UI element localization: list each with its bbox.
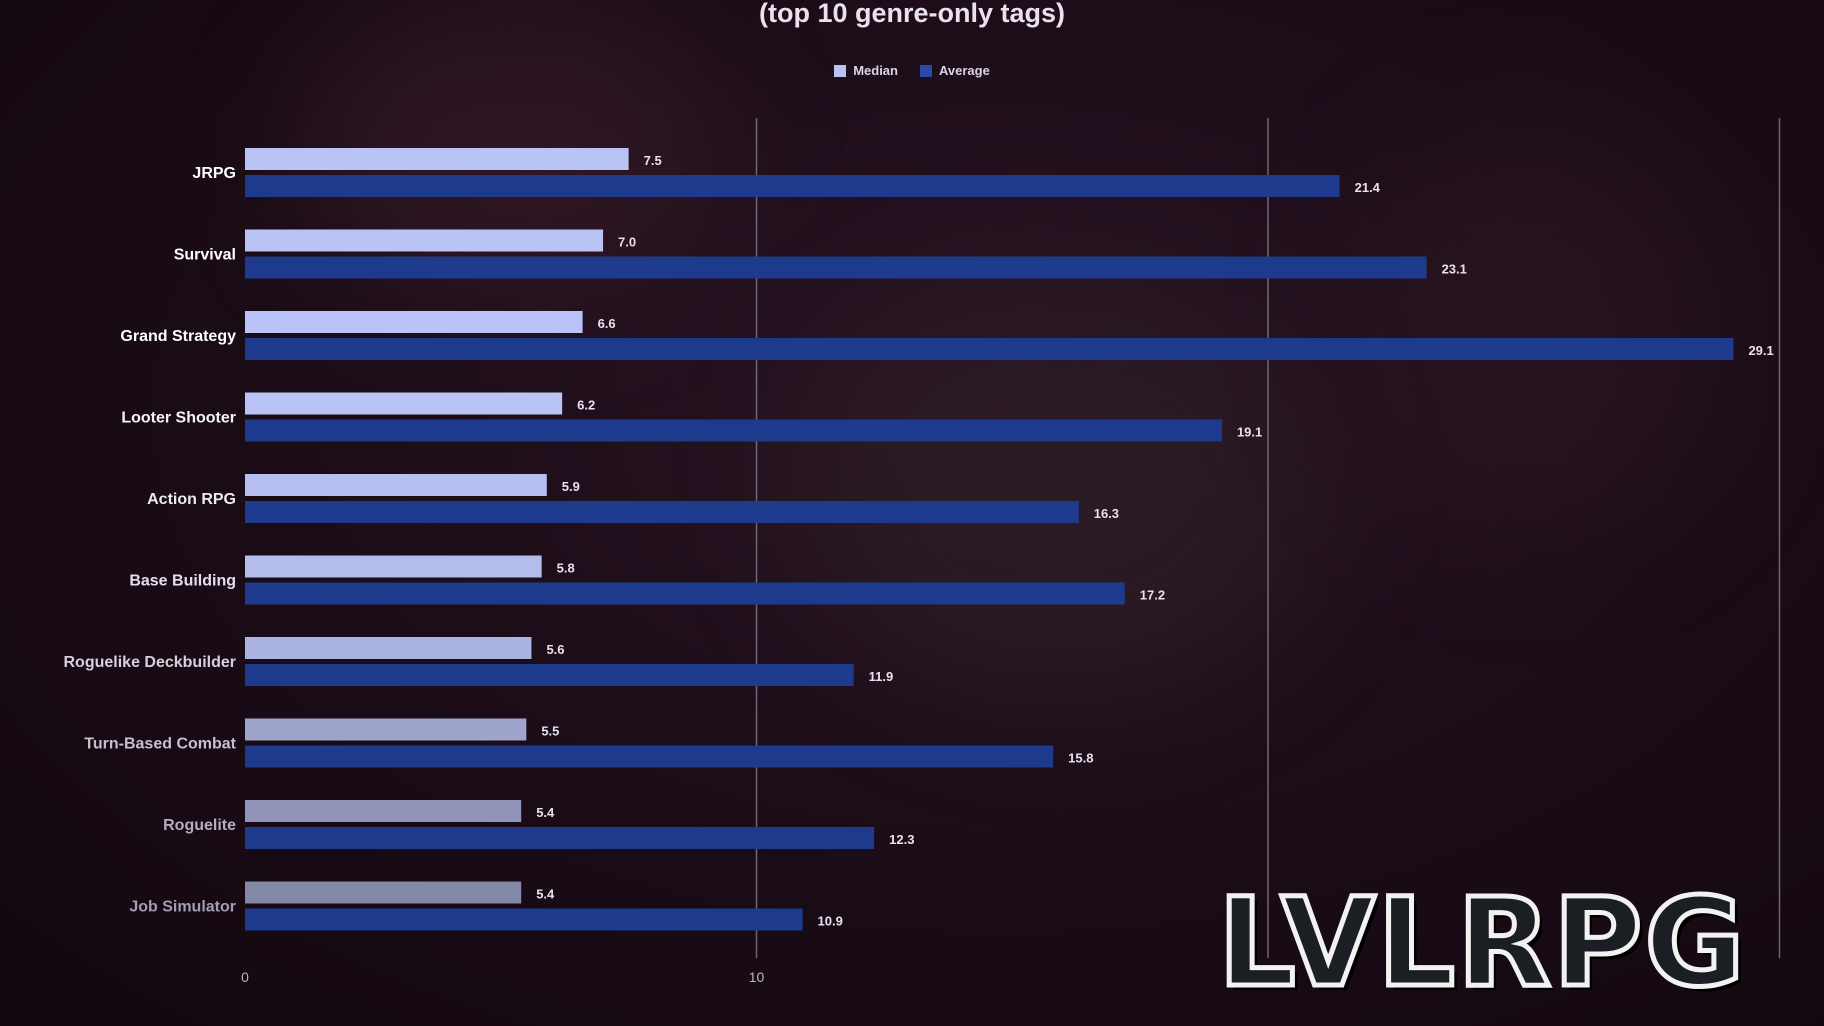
category-label: Roguelite xyxy=(163,817,236,834)
category-label: Turn-Based Combat xyxy=(84,736,236,753)
bar-average xyxy=(245,664,854,686)
data-label-median: 7.0 xyxy=(618,235,636,250)
bar-average xyxy=(245,501,1079,523)
x-tick-label: 0 xyxy=(241,969,249,985)
bar-average xyxy=(245,827,875,849)
data-label-average: 11.9 xyxy=(869,669,894,684)
lvlrpg-watermark-logo: LVLRPG xyxy=(1216,872,1748,1014)
bar-average xyxy=(245,175,1340,197)
data-label-median: 6.2 xyxy=(577,398,595,413)
legend-label-average: Average xyxy=(938,63,990,78)
data-label-average: 17.2 xyxy=(1140,588,1165,603)
data-label-average: 12.3 xyxy=(889,832,914,847)
bar-average xyxy=(245,745,1054,768)
category-label: JRPG xyxy=(192,165,236,182)
bar-median xyxy=(245,800,522,822)
bar-median xyxy=(245,637,532,659)
data-label-average: 23.1 xyxy=(1442,262,1467,277)
data-label-median: 5.6 xyxy=(546,642,564,657)
data-label-average: 15.8 xyxy=(1068,751,1093,766)
legend-item-median: Median xyxy=(834,63,898,78)
category-label: Grand Strategy xyxy=(120,328,236,345)
category-label: Survival xyxy=(174,247,236,264)
data-label-median: 5.9 xyxy=(562,479,580,494)
data-label-median: 6.6 xyxy=(598,316,616,331)
bar-average xyxy=(245,256,1427,279)
legend-swatch-average xyxy=(919,64,932,77)
bar-average xyxy=(245,908,803,931)
data-label-median: 7.5 xyxy=(644,153,662,168)
chart-title: (top 10 genre-only tags) xyxy=(758,0,1066,28)
bar-average xyxy=(245,338,1734,360)
data-label-average: 29.1 xyxy=(1748,343,1773,358)
category-label: Roguelike Deckbuilder xyxy=(64,654,237,671)
category-label: Action RPG xyxy=(147,491,236,508)
data-label-median: 5.5 xyxy=(541,724,559,739)
data-label-average: 16.3 xyxy=(1094,506,1119,521)
bar-median xyxy=(245,718,527,741)
bar-median xyxy=(245,474,547,496)
data-label-average: 19.1 xyxy=(1237,425,1262,440)
bar-median xyxy=(245,148,629,170)
bar-median xyxy=(245,392,563,415)
data-label-average: 10.9 xyxy=(818,914,843,929)
legend-label-median: Median xyxy=(853,63,898,78)
data-label-median: 5.4 xyxy=(536,887,555,902)
category-label: Looter Shooter xyxy=(121,410,236,427)
bar-average xyxy=(245,582,1125,605)
bar-median xyxy=(245,229,604,252)
data-label-median: 5.4 xyxy=(536,805,555,820)
bar-average xyxy=(245,419,1222,442)
category-label: Job Simulator xyxy=(129,899,236,916)
data-label-median: 5.8 xyxy=(557,561,575,576)
bar-median xyxy=(245,881,522,904)
chart-legend: Median Average xyxy=(0,63,1824,78)
legend-item-average: Average xyxy=(919,63,990,78)
category-label: Base Building xyxy=(129,573,236,590)
bar-median xyxy=(245,555,542,578)
legend-swatch-median xyxy=(834,64,847,77)
data-label-average: 21.4 xyxy=(1355,180,1381,195)
bar-median xyxy=(245,311,583,333)
x-tick-label: 10 xyxy=(749,969,765,985)
